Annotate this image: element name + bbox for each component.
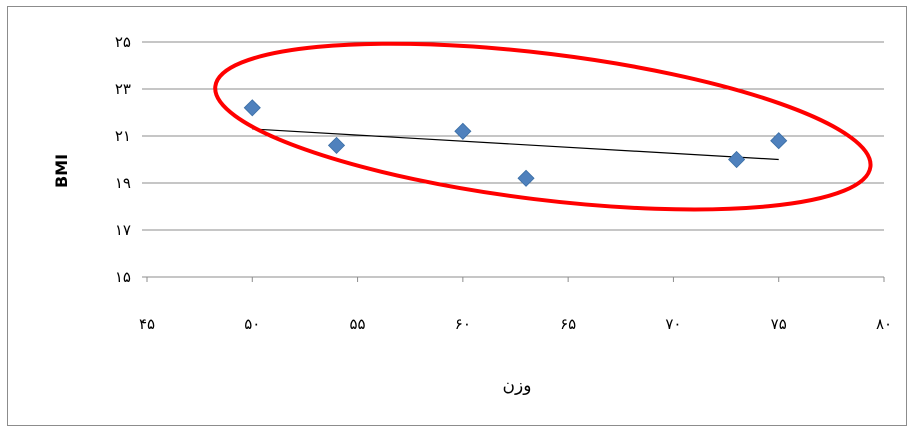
data-point [770, 132, 788, 150]
data-points [243, 99, 788, 187]
x-tick-label: ۴۵ [139, 315, 155, 333]
data-point [517, 169, 535, 187]
data-point [243, 99, 261, 117]
trendline-group [252, 128, 779, 161]
gridlines [142, 41, 885, 282]
x-tick-label: ۷۰ [665, 315, 681, 333]
y-tick-label: ۱۵ [115, 268, 131, 286]
y-tick-label: ۲۵ [115, 33, 131, 51]
x-tick-label: ۸۰ [876, 315, 892, 333]
scatter-chart: ۱۵ ۱۷ ۱۹ ۲۱ ۲۳ ۲۵ ۴۵ ۵۰ ۵۵ ۶۰ ۶۵ ۷۰ ۷۵ ۸۰ وزن BMI [52, 33, 892, 396]
x-axis-title: وزن [503, 376, 532, 396]
data-point [728, 150, 746, 169]
highlight-ellipse [213, 41, 873, 212]
chart-area: ۱۵ ۱۷ ۱۹ ۲۱ ۲۳ ۲۵ ۴۵ ۵۰ ۵۵ ۶۰ ۶۵ ۷۰ ۷۵ ۸۰ وزن BMI [7, 6, 907, 426]
trendline [252, 128, 779, 161]
y-tick-label: ۲۳ [115, 80, 131, 98]
y-tick-label: ۲۱ [115, 127, 131, 145]
x-tick-labels: ۴۵ ۵۰ ۵۵ ۶۰ ۶۵ ۷۰ ۷۵ ۸۰ [139, 315, 892, 333]
x-tick-label: ۶۵ [560, 315, 576, 333]
x-tick-label: ۶۰ [455, 315, 471, 333]
y-tick-label: ۱۹ [115, 174, 131, 192]
y-tick-labels: ۱۵ ۱۷ ۱۹ ۲۱ ۲۳ ۲۵ [115, 33, 131, 286]
annotation-group [213, 41, 873, 212]
data-point [327, 136, 346, 154]
x-tick-label: ۵۰ [244, 315, 260, 333]
data-point [454, 122, 472, 140]
x-tick-label: ۷۵ [771, 315, 787, 333]
x-tick-label: ۵۵ [350, 315, 366, 333]
y-axis-title: BMI [52, 154, 71, 188]
y-tick-label: ۱۷ [115, 221, 131, 239]
